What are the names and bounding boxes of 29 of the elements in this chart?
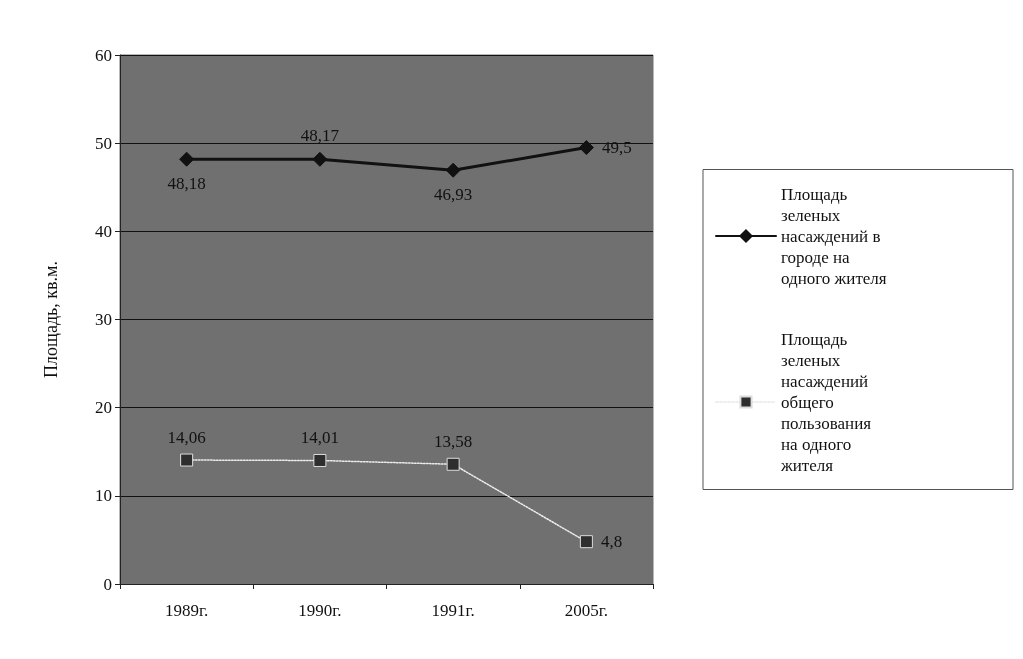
x-tick-label: 1991г.: [431, 601, 475, 620]
data-label: 48,17: [300, 125, 340, 145]
y-tick-label: 30: [95, 310, 112, 329]
y-tick-label: 40: [95, 221, 112, 241]
x-tick-label: 1989г.: [164, 601, 209, 620]
legend-label: Площадь зеленых насаждений общего пользования на одного жителя: [780, 329, 876, 475]
x-tick-label: 1990г.: [298, 601, 342, 620]
y-tick-label: 50: [95, 133, 112, 153]
point: [578, 140, 594, 156]
data-label: 14,01: [300, 427, 339, 447]
data-label: 48,18: [167, 173, 206, 193]
y-axis-title: Площадь, кв.м.: [41, 261, 61, 378]
point: [312, 151, 328, 167]
data-label: 4,8: [600, 532, 623, 552]
x-tick-label: 2005г.: [564, 601, 609, 620]
data-label: 14,06: [167, 427, 206, 447]
point: [579, 535, 593, 549]
point: [445, 162, 461, 178]
point: [446, 457, 460, 471]
point: [179, 151, 195, 167]
y-tick-label: 10: [95, 486, 112, 506]
y-tick-label: 20: [95, 398, 112, 418]
point: [180, 453, 194, 467]
data-label: 13,58: [434, 431, 473, 451]
y-tick-label: 0: [103, 574, 112, 594]
data-label: 46,93: [434, 184, 473, 204]
point: [313, 453, 327, 467]
legend-label: Площадь зеленых насаждений в городе на одного жителя: [781, 184, 887, 288]
y-tick-label: 60: [95, 45, 112, 65]
